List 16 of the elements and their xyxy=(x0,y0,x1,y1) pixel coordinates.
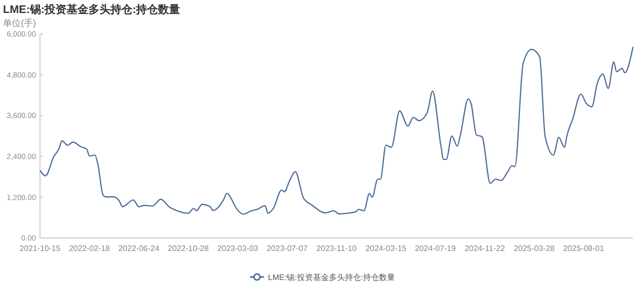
x-tick-label: 2023-03-03 xyxy=(217,244,259,253)
x-tick-label: 2024-07-19 xyxy=(414,244,456,253)
x-tick-label: 2025-03-28 xyxy=(514,244,556,253)
x-tick-label: 2021-10-15 xyxy=(20,244,62,253)
legend-label: LME:锡:投资基金多头持仓:持仓数量 xyxy=(268,272,396,282)
y-axis-title: 单位(手) xyxy=(3,18,36,28)
x-tick-label: 2022-02-18 xyxy=(68,244,110,253)
x-tick-label: 2024-11-22 xyxy=(464,244,506,253)
line-series xyxy=(39,46,634,215)
x-tick-label: 2023-11-10 xyxy=(316,244,358,253)
x-tick-label: 2023-07-07 xyxy=(266,244,308,253)
chart-title: LME:锡:投资基金多头持仓:持仓数量 xyxy=(3,3,180,16)
x-tick-label: 2022-06-24 xyxy=(118,244,160,253)
x-tick-label: 2024-03-15 xyxy=(365,244,407,253)
x-tick-label: 2022-10-28 xyxy=(168,244,210,253)
x-tick-label: 2025-08-01 xyxy=(563,244,605,253)
